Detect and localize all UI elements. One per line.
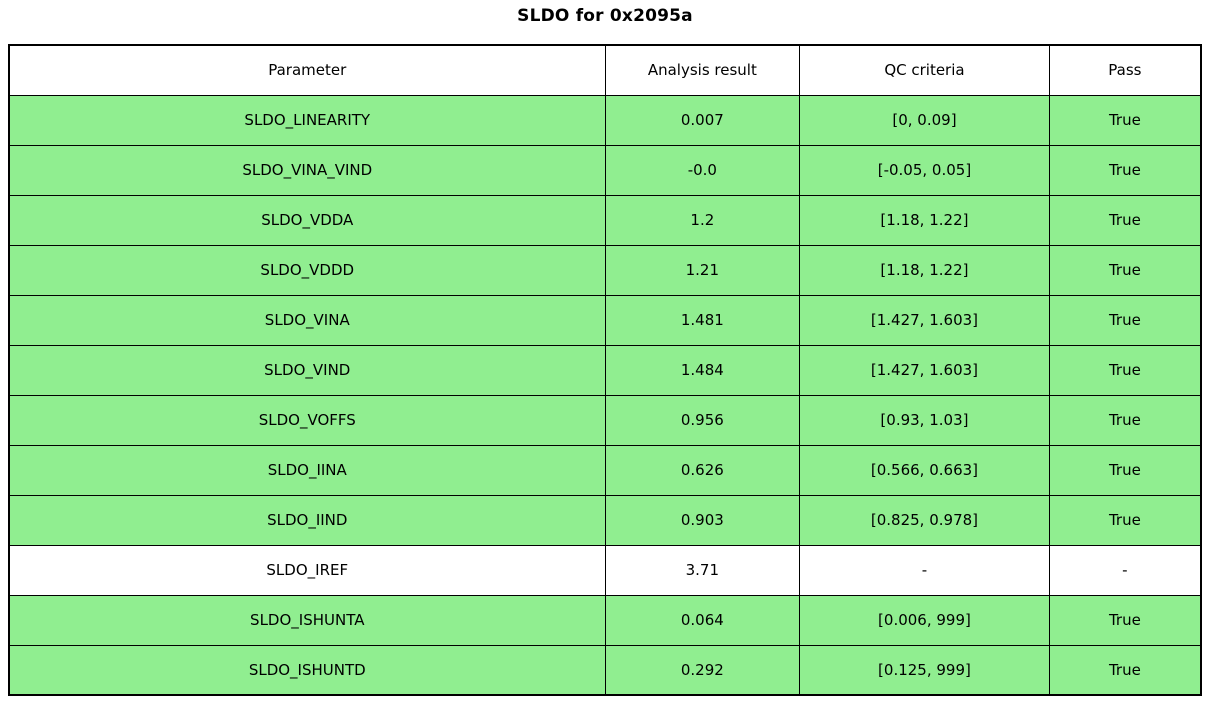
pass-cell: True (1048, 194, 1202, 246)
param-cell: SLDO_LINEARITY (8, 94, 606, 146)
pass-cell: True (1048, 394, 1202, 446)
criteria-cell: [0, 0.09] (799, 94, 1050, 146)
result-cell: 1.481 (604, 294, 801, 346)
param-cell: SLDO_ISHUNTD (8, 644, 606, 696)
criteria-cell: [0.93, 1.03] (799, 394, 1050, 446)
param-cell: SLDO_IINA (8, 444, 606, 496)
param-cell: SLDO_VINA_VIND (8, 144, 606, 196)
table-row: SLDO_VINA 1.481 [1.427, 1.603] True (8, 294, 1202, 346)
param-cell: SLDO_IIND (8, 494, 606, 546)
qc-results-table: Parameter Analysis result QC criteria Pa… (8, 44, 1202, 696)
param-cell: SLDO_VDDD (8, 244, 606, 296)
pass-cell: True (1048, 94, 1202, 146)
criteria-cell: - (799, 544, 1050, 596)
result-cell: 0.292 (604, 644, 801, 696)
param-cell: SLDO_IREF (8, 544, 606, 596)
table-row: SLDO_IIND 0.903 [0.825, 0.978] True (8, 494, 1202, 546)
criteria-cell: [1.427, 1.603] (799, 344, 1050, 396)
table-row: SLDO_VDDA 1.2 [1.18, 1.22] True (8, 194, 1202, 246)
criteria-cell: [1.18, 1.22] (799, 244, 1050, 296)
header-row: Parameter Analysis result QC criteria Pa… (8, 44, 1202, 96)
pass-cell: True (1048, 644, 1202, 696)
criteria-cell: [1.427, 1.603] (799, 294, 1050, 346)
criteria-cell: [0.006, 999] (799, 594, 1050, 646)
param-cell: SLDO_VOFFS (8, 394, 606, 446)
column-header-analysis-result: Analysis result (604, 44, 801, 96)
param-cell: SLDO_ISHUNTA (8, 594, 606, 646)
criteria-cell: [0.566, 0.663] (799, 444, 1050, 496)
result-cell: 0.007 (604, 94, 801, 146)
column-header-pass: Pass (1048, 44, 1202, 96)
result-cell: 0.956 (604, 394, 801, 446)
result-cell: 0.903 (604, 494, 801, 546)
table-row: SLDO_LINEARITY 0.007 [0, 0.09] True (8, 94, 1202, 146)
table-row: SLDO_VINA_VIND -0.0 [-0.05, 0.05] True (8, 144, 1202, 196)
result-cell: 1.21 (604, 244, 801, 296)
result-cell: -0.0 (604, 144, 801, 196)
criteria-cell: [1.18, 1.22] (799, 194, 1050, 246)
result-cell: 3.71 (604, 544, 801, 596)
result-cell: 0.626 (604, 444, 801, 496)
criteria-cell: [0.125, 999] (799, 644, 1050, 696)
result-cell: 1.2 (604, 194, 801, 246)
table-row: SLDO_IINA 0.626 [0.566, 0.663] True (8, 444, 1202, 496)
param-cell: SLDO_VIND (8, 344, 606, 396)
result-cell: 0.064 (604, 594, 801, 646)
pass-cell: True (1048, 344, 1202, 396)
column-header-parameter: Parameter (8, 44, 606, 96)
pass-cell: True (1048, 444, 1202, 496)
pass-cell: True (1048, 244, 1202, 296)
table-row: SLDO_VOFFS 0.956 [0.93, 1.03] True (8, 394, 1202, 446)
pass-cell: True (1048, 494, 1202, 546)
criteria-cell: [-0.05, 0.05] (799, 144, 1050, 196)
param-cell: SLDO_VDDA (8, 194, 606, 246)
table-row: SLDO_ISHUNTA 0.064 [0.006, 999] True (8, 594, 1202, 646)
table-row: SLDO_ISHUNTD 0.292 [0.125, 999] True (8, 644, 1202, 696)
table-row: SLDO_VIND 1.484 [1.427, 1.603] True (8, 344, 1202, 396)
chart-title: SLDO for 0x2095a (517, 6, 693, 26)
criteria-cell: [0.825, 0.978] (799, 494, 1050, 546)
param-cell: SLDO_VINA (8, 294, 606, 346)
pass-cell: True (1048, 594, 1202, 646)
table-row: SLDO_IREF 3.71 - - (8, 544, 1202, 596)
column-header-qc-criteria: QC criteria (799, 44, 1050, 96)
pass-cell: True (1048, 294, 1202, 346)
pass-cell: - (1048, 544, 1202, 596)
pass-cell: True (1048, 144, 1202, 196)
table-row: SLDO_VDDD 1.21 [1.18, 1.22] True (8, 244, 1202, 296)
result-cell: 1.484 (604, 344, 801, 396)
